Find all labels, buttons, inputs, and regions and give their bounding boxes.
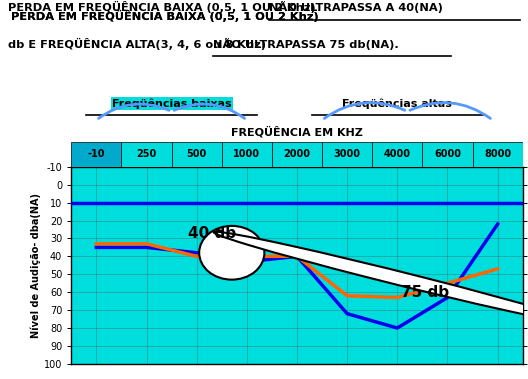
Ellipse shape xyxy=(199,226,265,280)
Bar xyxy=(272,142,322,167)
Text: 40 db: 40 db xyxy=(187,226,236,241)
Text: 3000: 3000 xyxy=(334,149,361,160)
Bar xyxy=(473,142,523,167)
Bar xyxy=(71,142,121,167)
Bar xyxy=(422,142,473,167)
Text: db E FREQÜÊNCIA ALTA(3, 4, 6 ou 8 Khz): db E FREQÜÊNCIA ALTA(3, 4, 6 ou 8 Khz) xyxy=(8,38,270,50)
Bar xyxy=(322,142,372,167)
Text: 4000: 4000 xyxy=(384,149,411,160)
Text: NÃO ULTRAPASSA 75 db(NA).: NÃO ULTRAPASSA 75 db(NA). xyxy=(213,38,399,50)
Text: 250: 250 xyxy=(136,149,157,160)
Text: FREQÜÊNCIA EM KHZ: FREQÜÊNCIA EM KHZ xyxy=(231,126,363,138)
Bar xyxy=(121,142,172,167)
Text: PERDA EM FREQÜÊNCIA BAIXA (0,5, 1 OU 2 Khz): PERDA EM FREQÜÊNCIA BAIXA (0,5, 1 OU 2 K… xyxy=(8,2,319,13)
Text: 75 db: 75 db xyxy=(401,285,449,300)
Ellipse shape xyxy=(214,232,528,324)
Text: 2000: 2000 xyxy=(284,149,310,160)
Text: 6000: 6000 xyxy=(434,149,461,160)
Text: Freqüências altas: Freqüências altas xyxy=(342,98,452,109)
Text: -10: -10 xyxy=(88,149,105,160)
Text: 8000: 8000 xyxy=(484,149,511,160)
Bar xyxy=(372,142,422,167)
Text: Freqüências baixas: Freqüências baixas xyxy=(112,98,231,109)
Text: 1000: 1000 xyxy=(233,149,260,160)
Bar xyxy=(222,142,272,167)
Y-axis label: Nível de Audição- dba(NA): Nível de Audição- dba(NA) xyxy=(31,193,41,338)
Text: PERDA EM FREQÜÊNCIA BAIXA (0,5, 1 OU 2 Khz): PERDA EM FREQÜÊNCIA BAIXA (0,5, 1 OU 2 K… xyxy=(11,9,322,22)
Text: 500: 500 xyxy=(186,149,207,160)
Text: NÃO ULTRAPASSA A 40(NA): NÃO ULTRAPASSA A 40(NA) xyxy=(269,2,443,13)
Text: PERDA EM FREQÜÊNCIA BAIXA (0,5, 1 OU 2 Khz): PERDA EM FREQÜÊNCIA BAIXA (0,5, 1 OU 2 K… xyxy=(11,9,322,22)
Bar xyxy=(172,142,222,167)
